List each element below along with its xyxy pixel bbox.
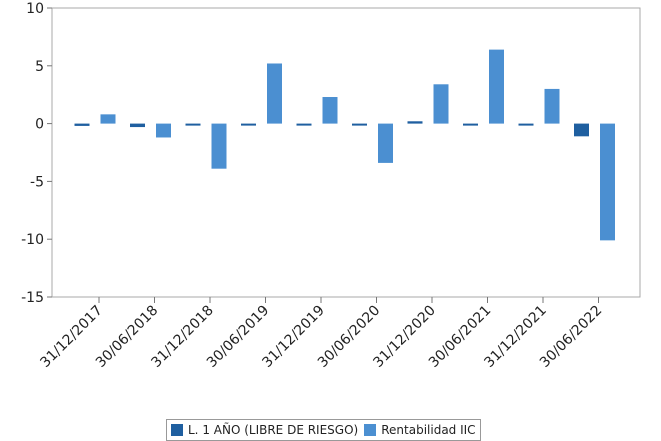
bar-risk-free [574,123,589,137]
bar-risk-free [130,123,145,128]
bar-fund-return [433,84,449,124]
bar-fund-return [100,114,116,124]
y-tick-label: -15 [21,290,44,306]
bar-fund-return [544,88,560,124]
plot-frame [51,7,641,298]
bar-risk-free [185,123,201,126]
y-tick-label: -10 [21,232,44,248]
legend-label-fund-return: Rentabilidad IIC [381,423,476,437]
bar-risk-free [241,123,256,126]
plot-area [51,7,641,298]
y-tick-label: 10 [26,1,44,17]
legend: L. 1 AÑO (LIBRE DE RIESGO) Rentabilidad … [166,419,481,441]
y-tick-label: 5 [35,59,44,75]
x-axis: 31/12/201730/06/201831/12/201830/06/2019… [37,297,605,371]
bars [74,49,615,241]
bar-risk-free [296,123,312,126]
bar-fund-return [267,63,282,124]
bar-fund-return [156,123,171,138]
bar-fund-return [211,123,227,169]
bar-fund-return [489,49,504,124]
bar-risk-free [74,123,90,126]
y-tick-label: 0 [35,117,44,133]
bar-risk-free [463,123,478,126]
legend-label-risk-free: L. 1 AÑO (LIBRE DE RIESGO) [188,423,359,437]
y-axis: -15 -10 -5 0 5 10 [21,1,52,306]
bar-risk-free [518,123,534,126]
legend-item-risk-free: L. 1 AÑO (LIBRE DE RIESGO) [171,423,358,437]
y-tick-label: -5 [30,174,44,190]
legend-swatch-risk-free [171,424,183,436]
bar-risk-free [352,123,367,126]
legend-swatch-fund-return [364,424,377,436]
bar-fund-return [600,123,615,241]
bar-fund-return [378,123,393,163]
legend-item-fund-return: Rentabilidad IIC [364,423,476,437]
bar-fund-return [322,97,338,124]
bar-risk-free [407,121,423,124]
